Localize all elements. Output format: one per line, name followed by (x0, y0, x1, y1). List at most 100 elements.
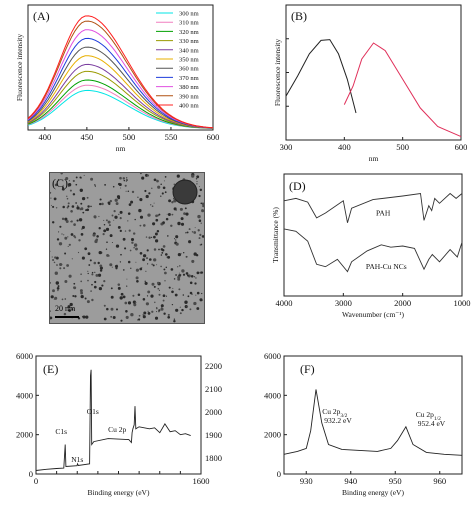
nanocluster-dot (162, 186, 166, 190)
nanocluster-dot (165, 266, 168, 269)
nanocluster-dot (158, 213, 161, 216)
nanocluster-dot (126, 177, 128, 179)
nanocluster-dot (125, 180, 127, 182)
nanocluster-dot (73, 282, 76, 285)
nanocluster-dot (110, 315, 113, 318)
nanocluster-dot (91, 271, 94, 274)
nanocluster-dot (72, 295, 75, 297)
nanocluster-dot (68, 180, 70, 182)
nanocluster-dot (67, 236, 69, 238)
nanocluster-dot (76, 206, 80, 210)
nanocluster-dot (145, 302, 149, 306)
legend-label-a: 390 nm (179, 93, 199, 100)
nanocluster-dot (93, 285, 97, 289)
nanocluster-dot (116, 195, 121, 199)
nanocluster-dot (124, 301, 128, 305)
nanocluster-dot (201, 299, 203, 301)
nanocluster-dot (156, 311, 158, 313)
nanocluster-dot (52, 205, 55, 208)
nanocluster-dot (62, 205, 65, 209)
nanocluster-dot (110, 287, 113, 290)
nanocluster-dot (50, 281, 51, 284)
nanocluster-dot (119, 296, 123, 300)
nanocluster-dot (133, 243, 138, 247)
x-tick-label-e: 1600 (193, 476, 210, 486)
panel-label-f: (F) (300, 362, 315, 376)
nanocluster-dot (191, 231, 194, 233)
nanocluster-dot (91, 273, 94, 276)
nanocluster-dot (193, 231, 197, 234)
nanocluster-dot (152, 222, 156, 226)
series-label-d: PAH (376, 208, 391, 217)
nanocluster-dot (183, 252, 185, 254)
nanocluster-dot (86, 196, 89, 199)
nanocluster-dot (73, 223, 76, 226)
nanocluster-dot (138, 314, 141, 317)
nanocluster-dot (173, 238, 176, 240)
nanocluster-dot (195, 277, 197, 279)
panel-label-b: (B) (291, 9, 307, 23)
nanocluster-dot (201, 235, 204, 238)
nanocluster-dot (66, 264, 69, 267)
nanocluster-dot (57, 179, 60, 181)
nanocluster-dot (120, 319, 123, 322)
nanocluster-dot (200, 202, 203, 205)
peak-label-sub-f: 1/2 (434, 416, 441, 422)
nanocluster-dot (156, 179, 159, 183)
nanocluster-dot (173, 318, 176, 320)
nanocluster-dot (125, 179, 128, 182)
nanocluster-dot (163, 312, 166, 315)
emission-line-b (343, 42, 462, 138)
nanocluster-dot (148, 236, 151, 239)
nanocluster-dot (144, 189, 147, 193)
nanocluster-dot (138, 208, 142, 213)
nanocluster-dot (87, 279, 89, 282)
nanocluster-dot (156, 229, 160, 233)
series-line-a (27, 63, 214, 129)
nanocluster-dot (65, 176, 69, 181)
right-y-tick-label-e: 2100 (205, 384, 222, 394)
nanocluster-dot (114, 215, 118, 219)
nanocluster-dot (94, 271, 96, 273)
nanocluster-dot (50, 310, 51, 312)
nanocluster-dot (97, 273, 102, 277)
nanocluster-dot (157, 185, 161, 189)
nanocluster-dot (145, 257, 149, 260)
nanocluster-dot (139, 215, 144, 219)
nanocluster-dot (82, 211, 85, 214)
nanocluster-dot (94, 239, 98, 244)
legend-label-a: 370 nm (179, 75, 199, 82)
nanocluster-dot (84, 247, 88, 251)
nanocluster-dot (94, 185, 96, 187)
nanocluster-dot (56, 264, 58, 266)
nanocluster-dot (118, 183, 122, 187)
nanocluster-dot (179, 306, 181, 308)
nanocluster-dot (98, 250, 102, 255)
nanocluster-dot (173, 183, 176, 186)
nanocluster-dot (160, 195, 162, 197)
nanocluster-dot (173, 278, 176, 280)
x-tick-label-b: 300 (280, 142, 293, 152)
nanocluster-dot (90, 177, 94, 181)
nanocluster-dot (86, 300, 90, 304)
nanocluster-dot (122, 295, 126, 299)
nanocluster-dot (186, 231, 189, 234)
nanocluster-dot (85, 209, 88, 212)
nanocluster-dot (107, 254, 110, 257)
nanocluster-dot (57, 285, 60, 288)
nanocluster-dot (178, 272, 180, 274)
nanocluster-dot (81, 196, 86, 201)
nanocluster-dot (182, 273, 186, 276)
nanocluster-dot (145, 270, 147, 272)
nanocluster-dot (125, 310, 128, 313)
nanocluster-dot (50, 316, 53, 320)
nanocluster-dot (188, 228, 191, 231)
nanocluster-dot (107, 201, 111, 205)
nanocluster-dot (127, 220, 129, 222)
nanocluster-dot (154, 301, 156, 304)
nanocluster-dot (164, 280, 166, 282)
nanocluster-dot (115, 244, 120, 248)
nanocluster-dot (68, 309, 71, 312)
nanocluster-dot (136, 280, 139, 283)
